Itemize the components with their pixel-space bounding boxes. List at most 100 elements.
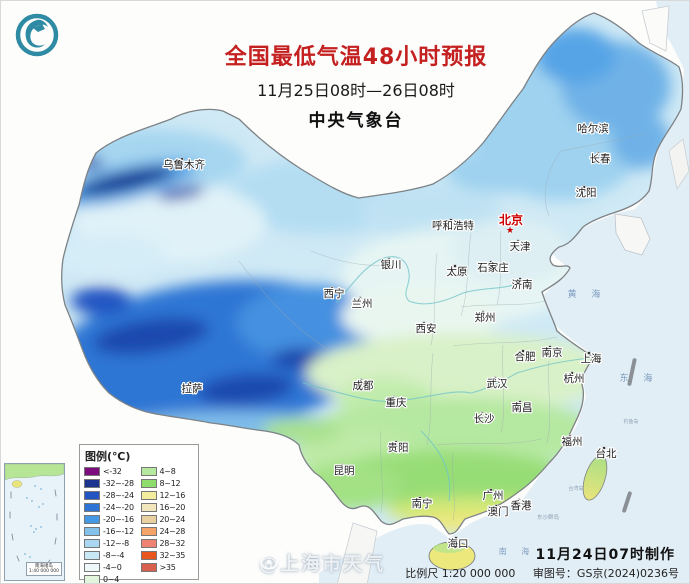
page-title: 全国最低气温48小时预报 [224,45,488,70]
city-markers: 乌鲁木齐 哈尔滨长春沈阳 ★北京天津 呼和浩特银川太原 石家庄济南西宁兰州西安 郑州合肥南… [162,121,618,551]
city-marker-台北: 台北 [594,446,618,461]
city-marker-香港: 香港 [509,498,533,513]
city-dot [359,378,363,382]
legend-column-right: 4~8 8~12 12~16 16~20 20~24 24~28 28~32 32~35 >35 [140,466,195,583]
city-dot [494,504,498,508]
city-marker-澳门: 澳门 [486,504,509,519]
city-dot [340,463,344,467]
city-label: 南宁 [412,497,433,510]
legend-row: 4~8 [140,466,195,477]
legend-range-label: -28~-24 [103,491,134,500]
legend-swatch [140,467,157,476]
legend-range-label: 20~24 [159,515,186,524]
city-label: 海口 [448,537,469,550]
legend-range-label: -32~-28 [103,479,134,488]
city-label: 昆明 [334,465,355,477]
city-label: 沈阳 [576,186,597,199]
city-label: 香港 [511,500,532,512]
legend-title: 图例(℃) [85,450,131,463]
city-dot [518,400,522,404]
legend-row: 16~20 [140,502,195,513]
sea-label: 台湾岛 [568,485,583,492]
city-marker-太原: 太原 [445,264,468,279]
city-label: 南昌 [512,401,533,414]
approval-number: 审图号：GS京(2024)0236号 [532,567,679,580]
legend-range-label: -16~-12 [103,527,134,536]
legend-row: 28~32 [140,538,195,549]
weibo-logo-icon [260,549,285,570]
city-marker-重庆: 重庆 [384,395,408,410]
city-dot [422,321,426,325]
taiwan-island [582,455,608,501]
sea-label: 钓鱼岛 [623,418,638,425]
city-marker-合肥: 合肥 [513,349,537,364]
legend-swatch [84,503,100,512]
agency-name: 中央气象台 [308,111,404,131]
city-marker-沈阳: 沈阳 [574,185,597,200]
legend-swatch [140,551,157,560]
city-marker-银川: 银川 [379,257,402,272]
legend-swatch [140,515,157,524]
forecast-period: 11月25日08时—26日08时 [257,81,455,100]
legend-range-label: >35 [159,563,176,572]
city-label: 乌鲁木齐 [163,158,205,171]
legend-swatch [84,539,100,548]
city-marker-济南: 济南 [510,277,533,292]
legend-row: 32~35 [140,550,195,561]
city-dot [188,381,192,385]
city-label: 西安 [416,322,437,335]
city-marker-上海: 上海 [579,351,603,366]
city-dot [454,536,458,540]
legend-range-label: -8~-4 [103,551,125,560]
city-label: 广州 [483,490,504,502]
city-dot [358,296,362,300]
city-marker-拉萨: 拉萨 [180,381,203,396]
legend-swatch [84,515,100,524]
city-label: 拉萨 [182,382,203,395]
map-scale-and-approval: 比例尺 1:20 000 000 审图号：GS京(2024)0236号 [405,565,679,581]
legend-range-label: -24~-20 [103,503,134,512]
legend-range-label: 0~4 [103,575,119,584]
city-marker-呼和浩特: 呼和浩特 [431,218,476,233]
legend-range-label: 16~20 [159,503,186,512]
legend-row: -28~-24 [84,490,138,501]
city-marker-石家庄: 石家庄 [476,260,510,275]
city-marker-长沙: 长沙 [472,411,496,426]
inset-title: 南海诸岛 [34,564,53,569]
legend-swatch [140,479,157,488]
city-label: 杭州 [564,372,585,385]
city-label: 上海 [581,352,602,365]
city-label: 呼和浩特 [432,220,474,232]
city-label: 合肥 [515,350,536,363]
city-dot [480,411,484,415]
city-marker-南昌: 南昌 [510,400,533,415]
legend-row: 0~4 [84,574,138,584]
inset-scale-box: 南海诸岛 1:40 000 000 [25,562,62,576]
city-dot [453,264,457,268]
islands [428,358,637,571]
city-label: 西宁 [324,287,345,300]
legend-range-label: 12~16 [159,491,186,500]
city-label: 南京 [542,346,563,359]
city-label: 郑州 [475,311,496,324]
city-dot [518,277,522,281]
city-label: 银川 [381,258,402,271]
legend-row: -8~-4 [84,550,138,561]
city-dot [568,434,572,438]
city-label: 长春 [590,153,611,165]
city-dot [596,151,600,155]
temperature-legend: 图例(℃) <-32 -32~-28 -28~-24 -24~-20 -20~-16 -1… [79,444,199,583]
city-marker-成都: 成都 [351,378,375,393]
city-dot [481,310,485,314]
city-dot [180,157,184,161]
city-label: 贵阳 [388,441,409,454]
city-dot [602,446,606,450]
city-label: 天津 [510,241,531,253]
city-label: 哈尔滨 [577,122,609,135]
legend-row: 8~12 [140,478,195,489]
legend-row: -32~-28 [84,478,138,489]
legend-swatch [84,491,100,500]
city-marker-贵阳: 贵阳 [386,440,409,455]
sea-label: 黄 海 [568,288,607,300]
